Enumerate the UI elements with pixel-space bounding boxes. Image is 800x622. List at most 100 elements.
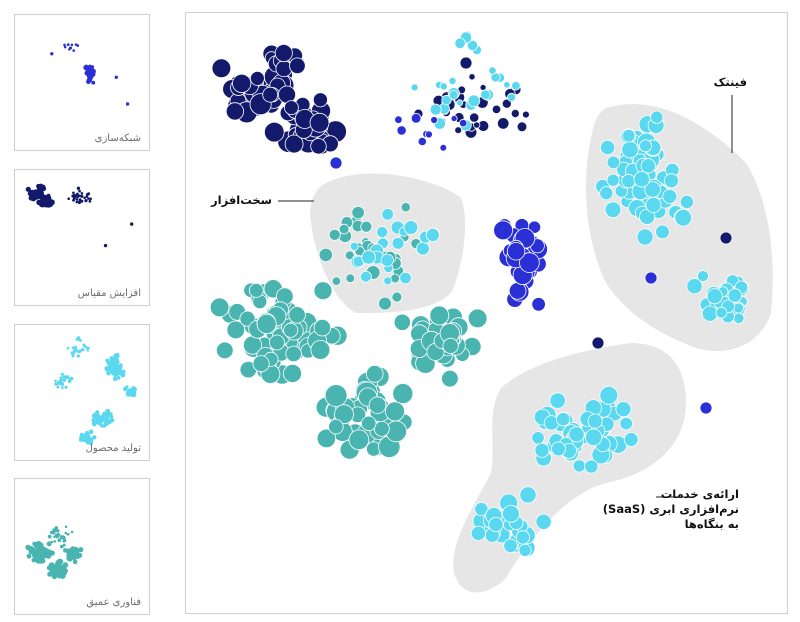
mini-point-deeptech-72 (25, 544, 31, 550)
mini-point-deeptech-30 (57, 538, 62, 543)
point-deeptech-360 (328, 419, 344, 435)
point-product-131 (503, 81, 511, 89)
mini-point-scaling-110 (72, 198, 75, 202)
point-deeptech-356 (368, 396, 387, 415)
mini-point-scaling-120 (76, 186, 81, 190)
mini-point-deeptech-175 (72, 559, 78, 565)
mini-point-networking-40 (66, 43, 70, 46)
mini-point-deeptech-27 (55, 534, 58, 538)
point-deeptech-299 (285, 345, 302, 363)
mini-point-product-86 (106, 361, 111, 366)
mini-point-scaling-100 (78, 189, 81, 193)
point-product-499 (706, 288, 723, 305)
mini-point-product-234 (78, 437, 83, 442)
point-deeptech-298 (313, 319, 332, 337)
point-networking-590 (644, 271, 658, 285)
mini-point-scaling-117 (80, 194, 84, 198)
mini-point-product-229 (85, 433, 90, 439)
mini-point-product-8 (71, 354, 75, 358)
point-product-138 (467, 94, 481, 108)
point-product-437 (606, 173, 620, 187)
mini-point-product-110 (109, 358, 115, 364)
mini-point-scaling-105 (83, 196, 86, 200)
point-networking-184 (394, 115, 403, 124)
panel-product-plot (54, 336, 137, 446)
point-product-419 (636, 228, 654, 246)
point-product-566 (535, 513, 552, 530)
mini-point-deeptech-149 (49, 569, 54, 574)
point-deeptech-347 (384, 401, 405, 422)
mini-point-networking-33 (86, 69, 92, 75)
mini-point-product-102 (105, 358, 110, 363)
mini-point-scaling-118 (130, 222, 134, 226)
point-product-142 (466, 39, 479, 52)
mini-point-deeptech-7 (62, 543, 66, 547)
mini-point-product-111 (110, 356, 114, 360)
point-networking-174 (493, 220, 514, 241)
point-product-454 (599, 140, 616, 156)
mini-point-deeptech-21 (60, 544, 64, 549)
point-product-508 (619, 416, 633, 431)
mini-point-networking-36 (69, 46, 73, 50)
mini-point-product-41 (56, 381, 61, 385)
point-scaling-95 (469, 112, 480, 123)
mini-point-product-148 (129, 392, 133, 396)
panel-scaling-label: افزایش مقیاس (77, 288, 141, 299)
point-product-575 (515, 530, 530, 545)
mini-point-product-18 (82, 343, 86, 347)
point-product-466 (679, 194, 694, 209)
mini-point-scaling-114 (72, 196, 76, 200)
point-product-569 (519, 486, 537, 504)
mini-point-deeptech-17 (64, 531, 68, 535)
point-networking-181 (424, 130, 433, 139)
point-scaling-589 (719, 231, 733, 245)
point-product-457 (640, 158, 656, 174)
point-deeptech-339 (348, 429, 370, 451)
point-product-588 (503, 538, 518, 554)
mini-point-product-67 (112, 376, 118, 382)
mini-point-scaling-91 (67, 197, 70, 200)
point-deeptech-196 (391, 291, 403, 303)
point-networking-188 (430, 116, 439, 124)
point-product-559 (599, 385, 619, 405)
mini-point-deeptech-16 (54, 526, 59, 530)
point-scaling-83 (289, 57, 306, 75)
point-scaling-87 (516, 121, 528, 133)
panel-product: تولید محصول (14, 324, 150, 461)
mini-point-networking-43 (70, 43, 74, 47)
mini-point-product-214 (92, 435, 97, 440)
mini-point-networking-38 (63, 45, 67, 49)
mini-point-scaling-104 (84, 199, 88, 203)
mini-point-scaling-36 (28, 195, 34, 201)
mini-point-product-208 (108, 412, 113, 417)
saas-annotation-line-1: ارائه‌ی خدمات (660, 487, 739, 501)
point-scaling-64 (284, 134, 304, 154)
point-deeptech-209 (400, 202, 411, 213)
mini-point-deeptech-91 (45, 553, 52, 559)
mini-point-product-21 (74, 348, 78, 352)
point-deeptech-389 (393, 313, 411, 331)
mini-point-product-236 (85, 440, 90, 445)
point-deeptech-352 (334, 404, 354, 425)
point-product-465 (599, 186, 614, 201)
mini-point-product-107 (115, 352, 120, 357)
mini-point-deeptech-103 (41, 546, 47, 552)
mini-point-scaling-113 (78, 194, 81, 197)
point-product-555 (551, 441, 566, 457)
mini-point-product-206 (102, 414, 107, 419)
point-product-461 (639, 139, 652, 153)
mini-point-product-205 (102, 417, 107, 423)
point-scaling-105 (491, 104, 502, 115)
mini-point-deeptech-90 (34, 556, 39, 562)
mini-point-product-46 (59, 376, 63, 380)
mini-point-deeptech-100 (34, 548, 41, 554)
mini-point-deeptech-168 (78, 547, 84, 553)
point-deeptech-301 (252, 355, 270, 373)
point-product-135 (439, 82, 448, 91)
mini-point-deeptech-67 (40, 558, 46, 564)
mini-point-deeptech-88 (40, 554, 46, 560)
point-product-464 (674, 208, 693, 227)
point-scaling-30 (211, 58, 232, 79)
panel-deeptech-plot (25, 525, 84, 580)
mini-point-product-235 (82, 435, 87, 440)
